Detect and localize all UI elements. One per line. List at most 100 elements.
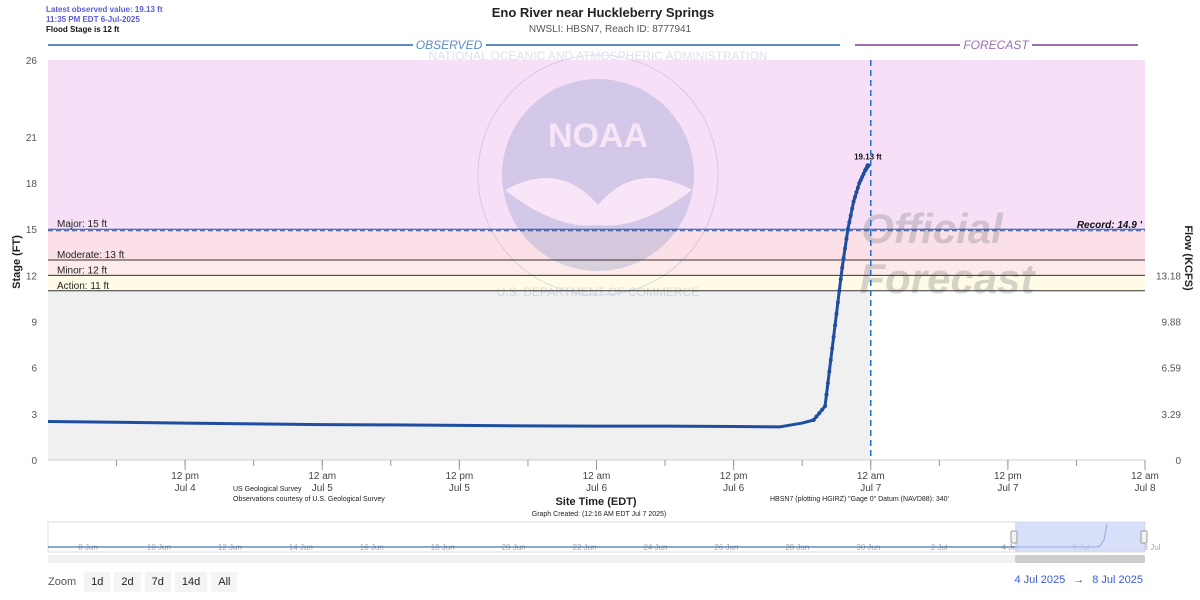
observed-label: OBSERVED xyxy=(416,38,483,52)
zoom-controls: Zoom 1d 2d 7d 14d All xyxy=(48,572,238,592)
stage-point xyxy=(845,227,850,232)
x-tick-label-date: Jul 5 xyxy=(312,483,334,494)
action-band xyxy=(48,275,871,291)
noaa-logo-ring xyxy=(477,54,719,296)
latest-value-text: Latest observed value: 19.13 ft xyxy=(46,5,163,14)
forecast-minor-band xyxy=(870,260,1145,276)
forecast-normal-band xyxy=(870,290,1145,460)
x-tick-label-date: Jul 6 xyxy=(586,483,608,494)
zoom-all-button[interactable]: All xyxy=(211,572,238,592)
navigator-left-handle[interactable] xyxy=(1010,530,1018,544)
flood-stage-text: Flood Stage is 12 ft xyxy=(46,25,120,34)
y-tick-label: 12 xyxy=(26,271,38,282)
stage-point xyxy=(854,190,859,195)
stage-point xyxy=(817,411,822,416)
forecast-moderate-band xyxy=(870,229,1145,260)
y-axis: 0 3 6 9 12 15 18 21 26 xyxy=(26,56,38,467)
stage-point xyxy=(833,323,838,328)
noaa-ring-bottom-text: U.S. DEPARTMENT OF COMMERCE xyxy=(497,285,700,299)
y-tick-label: 26 xyxy=(26,56,38,67)
stage-point xyxy=(820,407,825,412)
y2-tick-label: 13.18 xyxy=(1156,271,1181,282)
graph-created-note: Graph Created: (12:16 AM EDT Jul 7 2025) xyxy=(532,511,667,518)
y2-tick-label: 0 xyxy=(1175,456,1181,467)
x-tick-label-time: 12 am xyxy=(308,471,336,482)
x-tick-label-date: Jul 7 xyxy=(997,483,1019,494)
zoom-2d-button[interactable]: 2d xyxy=(114,572,141,592)
x-tick-label-date: Jul 7 xyxy=(860,483,882,494)
stage-point xyxy=(858,178,863,182)
x-axis-title: Site Time (EDT) xyxy=(555,496,636,508)
major-band xyxy=(48,60,871,230)
zoom-label: Zoom xyxy=(48,576,77,588)
y-tick-label: 21 xyxy=(26,133,38,144)
stage-line xyxy=(47,164,870,429)
noaa-ring-top-text: NATIONAL OCEANIC AND ATMOSPHERIC ADMINIS… xyxy=(429,49,768,63)
stage-point xyxy=(841,256,846,261)
official-watermark-text: Official xyxy=(861,205,1004,252)
zoom-14d-button[interactable]: 14d xyxy=(174,572,208,592)
stage-point xyxy=(828,358,833,362)
zoom-1d-button[interactable]: 1d xyxy=(84,572,111,592)
noaa-bird-shape xyxy=(505,178,692,226)
moderate-band xyxy=(48,229,871,260)
stage-point xyxy=(857,181,862,186)
flood-category-bands xyxy=(48,60,1145,460)
navigator-selection[interactable] xyxy=(1015,522,1145,552)
y-tick-label: 3 xyxy=(31,410,37,421)
navigator-scrollbar-thumb[interactable] xyxy=(1015,555,1145,563)
noaa-watermark: NOAA NATIONAL OCEANIC AND ATMOSPHERIC AD… xyxy=(429,49,768,299)
x-tick-label-time: 12 pm xyxy=(720,471,748,482)
minor-band xyxy=(48,260,871,276)
usgs-credit-line2: Observations courtesy of U.S. Geological… xyxy=(233,496,385,503)
stage-point xyxy=(838,277,843,282)
x-tick-label-date: Jul 5 xyxy=(449,483,471,494)
navigator-scrollbar-track[interactable] xyxy=(48,555,1145,563)
y-tick-label: 9 xyxy=(31,318,37,329)
normal-band xyxy=(48,290,871,460)
forecast-action-band xyxy=(870,275,1145,291)
latest-value-label: 19.13 ft xyxy=(854,153,882,162)
navigator[interactable]: 8 Jun 10 Jun 12 Jun 14 Jun 16 Jun 18 Jun 20 Ju… xyxy=(47,521,1161,563)
latest-point xyxy=(865,163,871,169)
x-tick-label-time: 12 am xyxy=(857,471,885,482)
noaa-logo-circle xyxy=(502,79,694,271)
y2-axis: 0 3.29 6.59 9.88 13.18 xyxy=(1156,271,1181,467)
y-tick-label: 18 xyxy=(26,179,38,190)
stage-point xyxy=(831,334,836,339)
forecast-label: FORECAST xyxy=(963,38,1030,52)
chart-subtitle: NWSLI: HBSN7, Reach ID: 8777941 xyxy=(529,24,692,35)
chart-title: Eno River near Huckleberry Springs xyxy=(492,5,715,20)
official-forecast-watermark: Official Forecast xyxy=(859,205,1036,302)
range-from[interactable]: 4 Jul 2025 xyxy=(1014,574,1066,586)
range-arrow: → xyxy=(1073,574,1085,586)
y2-tick-label: 6.59 xyxy=(1162,364,1182,375)
x-tick-label-date: Jul 4 xyxy=(175,483,197,494)
x-tick-label-date: Jul 8 xyxy=(1134,483,1156,494)
stage-point xyxy=(834,311,839,316)
threshold-label-minor: Minor: 12 ft xyxy=(57,265,107,276)
threshold-label-major: Major: 15 ft xyxy=(57,219,107,230)
datum-note: HBSN7 (plotting HGIRZ) "Gage 0" Datum (N… xyxy=(770,496,949,503)
noaa-logo-text: NOAA xyxy=(548,117,648,155)
y-tick-label: 6 xyxy=(31,364,37,375)
y-tick-label: 0 xyxy=(31,456,37,467)
navigator-date-label: 8 Jul xyxy=(1144,543,1161,552)
x-tick-label-time: 12 am xyxy=(1131,471,1159,482)
stage-point xyxy=(824,392,829,397)
zoom-7d-button[interactable]: 7d xyxy=(144,572,171,592)
y2-axis-title: Flow (KCFS) xyxy=(1182,225,1194,291)
stage-point xyxy=(837,288,842,293)
navigator-right-handle[interactable] xyxy=(1140,530,1148,544)
stage-point xyxy=(844,236,849,241)
y-axis-title: Stage (FT) xyxy=(11,235,23,289)
x-tick-label-time: 12 am xyxy=(583,471,611,482)
stage-point xyxy=(823,404,828,409)
stage-point xyxy=(861,171,866,176)
latest-time-text: 11:35 PM EDT 6-Jul-2025 xyxy=(46,15,140,24)
y-tick-label: 15 xyxy=(26,225,38,236)
x-tick-label-date: Jul 6 xyxy=(723,483,745,494)
range-to[interactable]: 8 Jul 2025 xyxy=(1092,574,1143,586)
